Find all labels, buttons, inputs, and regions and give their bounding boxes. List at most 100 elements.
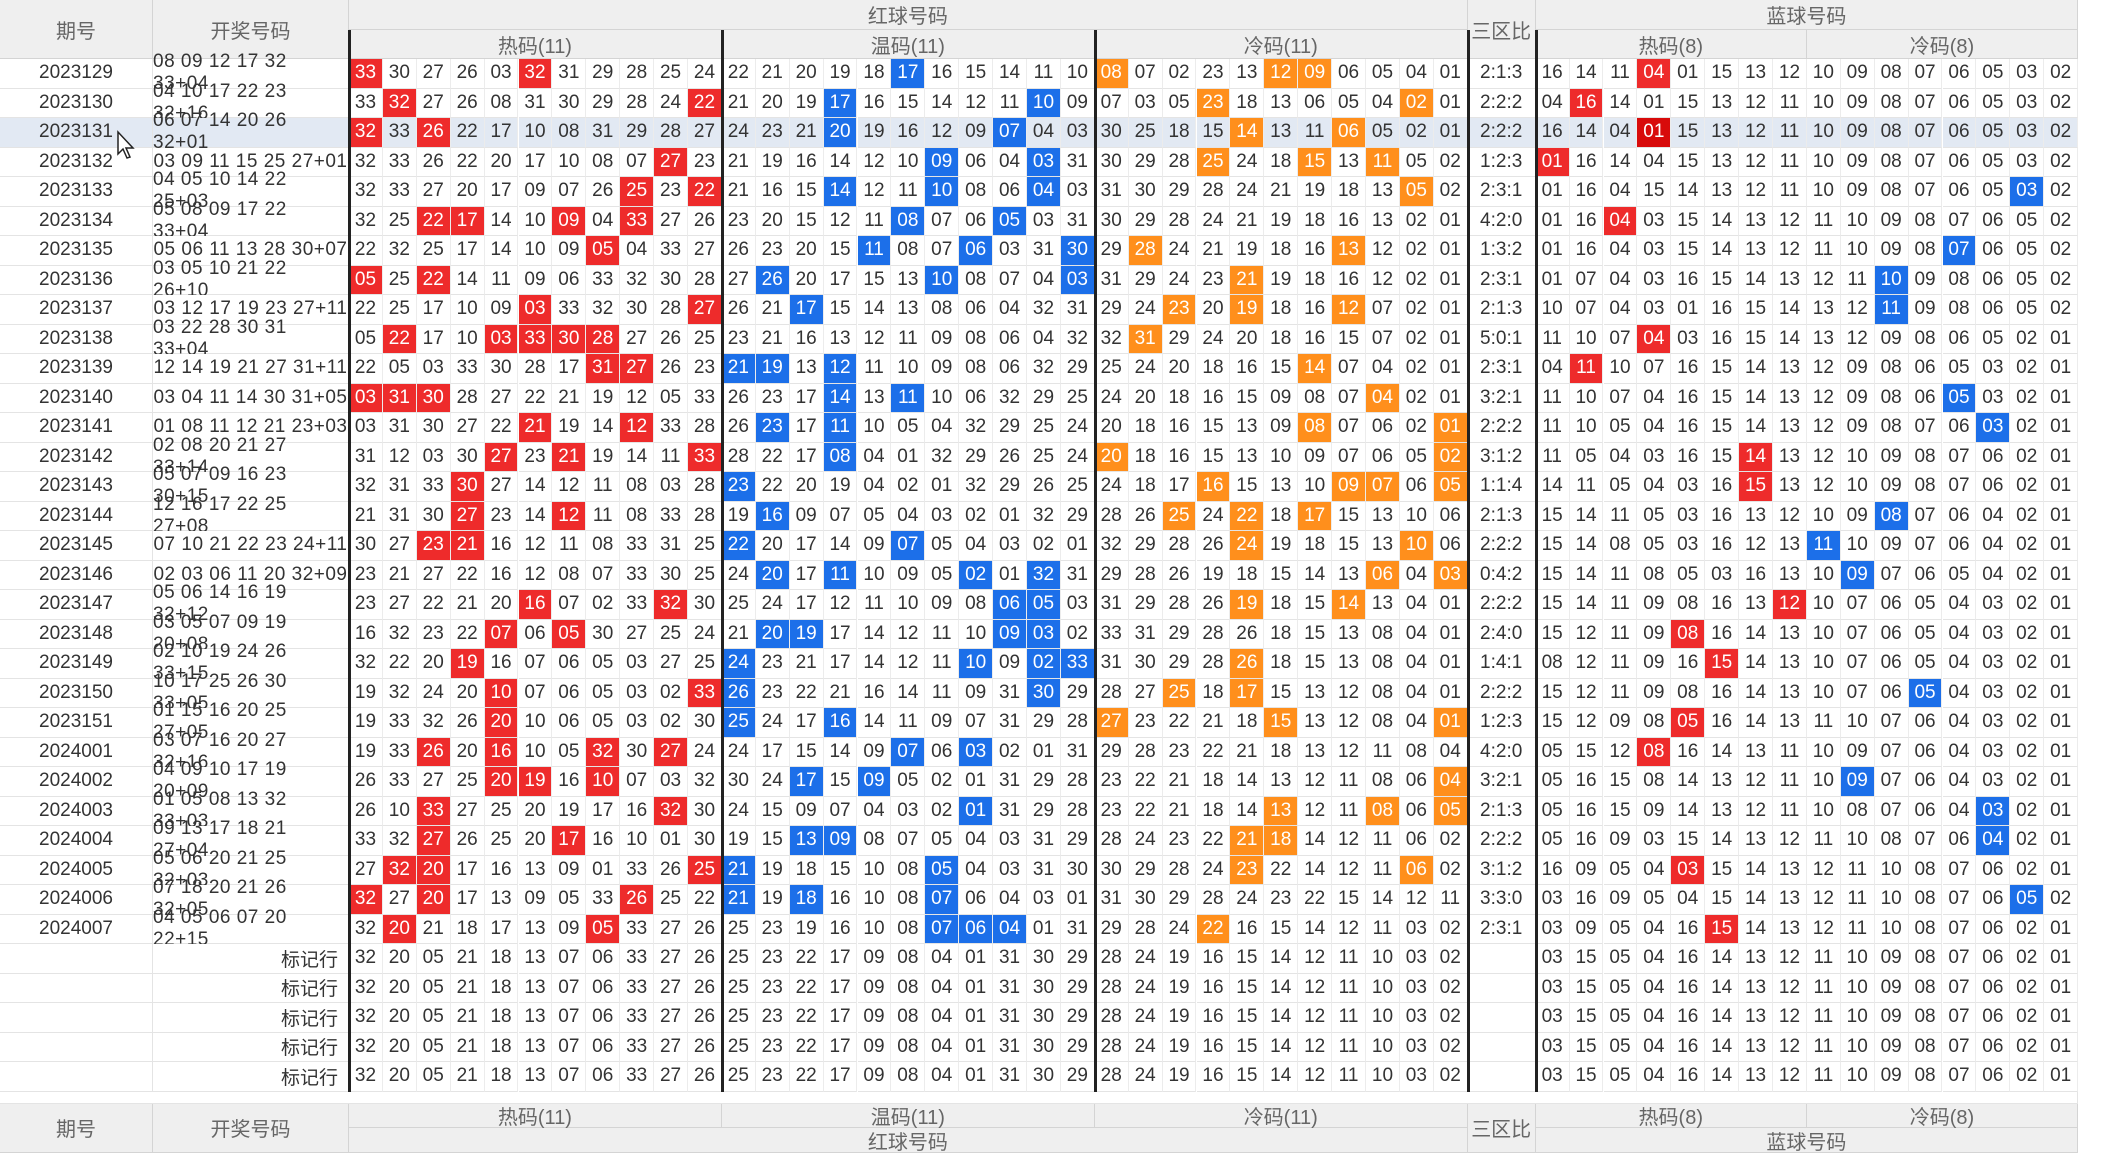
rows-cold-cell[interactable]: 01 (1433, 649, 1468, 679)
mark_rows-bhot-cell[interactable]: 14 (1705, 1003, 1740, 1033)
rows-bhot-cell[interactable]: 14 (1569, 501, 1604, 531)
rows-bhot-cell[interactable]: 08 (1671, 678, 1706, 708)
rows-warm-cell[interactable]: 06 (993, 590, 1027, 620)
rows-warm-cell[interactable]: 12 (823, 206, 858, 236)
rows-bhot-cell[interactable]: 01 (1671, 59, 1706, 89)
rows-bhot-cell[interactable]: 09 (1603, 885, 1638, 915)
rows-bcold-cell[interactable]: 08 (1908, 885, 1943, 915)
period-cell[interactable]: 2024006 (0, 885, 153, 915)
rows-hot-cell[interactable]: 14 (450, 265, 485, 295)
rows-bcold-cell[interactable]: 02 (2044, 118, 2079, 148)
rows-bcold-cell[interactable]: 08 (1942, 265, 1977, 295)
mark-row-label[interactable]: 标记行 (153, 1062, 349, 1092)
rows-bhot-cell[interactable]: 11 (1603, 560, 1638, 590)
mark_rows-cold-cell[interactable]: 11 (1332, 1003, 1366, 1033)
rows-warm-cell[interactable]: 13 (891, 295, 926, 325)
rows-cold-cell[interactable]: 29 (1128, 265, 1163, 295)
rows-bhot-cell[interactable]: 04 (1637, 472, 1672, 502)
rows-warm-cell[interactable]: 32 (1060, 324, 1095, 354)
rows-hot-cell[interactable]: 11 (484, 265, 519, 295)
rows-warm-cell[interactable]: 20 (789, 236, 824, 266)
rows-hot-cell[interactable]: 31 (382, 383, 417, 413)
rows-warm-cell[interactable]: 11 (823, 560, 858, 590)
rows-bcold-cell[interactable]: 06 (1976, 855, 2011, 885)
rows-cold-cell[interactable]: 15 (1196, 442, 1231, 472)
rows-cold-cell[interactable]: 22 (1128, 796, 1163, 826)
mark_rows-bhot-cell[interactable]: 04 (1637, 1032, 1672, 1062)
rows-bcold-cell[interactable]: 04 (1942, 590, 1977, 620)
rows-hot-cell[interactable]: 27 (654, 649, 688, 679)
rows-warm-cell[interactable]: 04 (993, 147, 1027, 177)
rows-hot-cell[interactable]: 26 (688, 206, 722, 236)
rows-bhot-cell[interactable]: 13 (1739, 501, 1773, 531)
rows-bcold-cell[interactable]: 06 (1976, 914, 2011, 944)
rows-bhot-cell[interactable]: 15 (1535, 708, 1570, 738)
rows-hot-cell[interactable]: 33 (620, 855, 655, 885)
mark_rows-warm-cell[interactable]: 29 (1060, 973, 1095, 1003)
mark_rows-cold-cell[interactable]: 14 (1264, 1032, 1299, 1062)
rows-bcold-cell[interactable]: 07 (1874, 560, 1909, 590)
rows-hot-cell[interactable]: 16 (552, 767, 587, 797)
rows-bcold-cell[interactable]: 04 (1976, 501, 2011, 531)
rows-hot-cell[interactable]: 31 (382, 472, 417, 502)
rows-hot-cell[interactable]: 31 (518, 88, 553, 118)
mark_rows-warm-cell[interactable]: 09 (857, 973, 892, 1003)
rows-warm-cell[interactable]: 06 (993, 177, 1027, 207)
period-cell[interactable]: 2023130 (0, 88, 153, 118)
mark_rows-hot-cell[interactable]: 05 (416, 944, 451, 974)
rows-hot-cell[interactable]: 19 (586, 442, 621, 472)
rows-warm-cell[interactable]: 11 (857, 354, 892, 384)
rows-bhot-cell[interactable]: 15 (1671, 206, 1706, 236)
mark_rows-bcold-cell[interactable]: 01 (2044, 1003, 2079, 1033)
mark_rows-bcold-cell[interactable]: 11 (1806, 1062, 1841, 1092)
rows-bhot-cell[interactable]: 14 (1739, 442, 1773, 472)
rows-hot-cell[interactable]: 27 (620, 324, 655, 354)
rows-bhot-cell[interactable]: 16 (1705, 678, 1740, 708)
rows-hot-cell[interactable]: 20 (484, 590, 519, 620)
rows-bcold-cell[interactable]: 02 (2010, 590, 2045, 620)
rows-cold-cell[interactable]: 19 (1230, 295, 1265, 325)
rows-bcold-cell[interactable]: 01 (2044, 619, 2079, 649)
rows-cold-cell[interactable]: 20 (1162, 354, 1197, 384)
rows-hot-cell[interactable]: 03 (654, 472, 688, 502)
rows-bcold-cell[interactable]: 04 (1942, 796, 1977, 826)
rows-cold-cell[interactable]: 08 (1366, 678, 1400, 708)
rows-cold-cell[interactable]: 07 (1332, 413, 1366, 443)
rows-bhot-cell[interactable]: 10 (1569, 413, 1604, 443)
rows-hot-cell[interactable]: 21 (518, 413, 553, 443)
rows-cold-cell[interactable]: 24 (1094, 383, 1129, 413)
rows-warm-cell[interactable]: 22 (755, 472, 790, 502)
rows-warm-cell[interactable]: 16 (925, 59, 960, 89)
rows-hot-cell[interactable]: 22 (688, 885, 722, 915)
rows-hot-cell[interactable]: 23 (484, 501, 519, 531)
rows-bcold-cell[interactable]: 08 (1908, 324, 1943, 354)
rows-bhot-cell[interactable]: 13 (1773, 708, 1807, 738)
footer-hot[interactable]: 热码(11) (349, 1103, 722, 1129)
mark_rows-bhot-cell[interactable]: 05 (1603, 1062, 1638, 1092)
rows-cold-cell[interactable]: 30 (1128, 885, 1163, 915)
rows-warm-cell[interactable]: 11 (857, 236, 892, 266)
rows-warm-cell[interactable]: 04 (993, 295, 1027, 325)
rows-cold-cell[interactable]: 25 (1196, 147, 1231, 177)
rows-hot-cell[interactable]: 27 (620, 619, 655, 649)
mark_rows-cold-cell[interactable]: 03 (1399, 944, 1434, 974)
rows-hot-cell[interactable]: 03 (349, 383, 383, 413)
rows-cold-cell[interactable]: 16 (1298, 324, 1333, 354)
rows-cold-cell[interactable]: 08 (1366, 649, 1400, 679)
period-cell[interactable]: 2023133 (0, 177, 153, 207)
rows-cold-cell[interactable]: 18 (1230, 88, 1265, 118)
rows-bcold-cell[interactable]: 12 (1806, 413, 1841, 443)
rows-bhot-cell[interactable]: 15 (1739, 324, 1773, 354)
rows-warm-cell[interactable]: 10 (857, 914, 892, 944)
rows-cold-cell[interactable]: 17 (1230, 678, 1265, 708)
rows-bcold-cell[interactable]: 08 (1942, 295, 1977, 325)
mark_rows-bhot-cell[interactable]: 16 (1671, 1032, 1706, 1062)
rows-cold-cell[interactable]: 23 (1196, 59, 1231, 89)
rows-warm-cell[interactable]: 08 (959, 354, 994, 384)
rows-hot-cell[interactable]: 24 (654, 88, 688, 118)
rows-hot-cell[interactable]: 02 (654, 678, 688, 708)
rows-bhot-cell[interactable]: 13 (1705, 796, 1740, 826)
rows-hot-cell[interactable]: 12 (518, 560, 553, 590)
rows-cold-cell[interactable]: 19 (1298, 177, 1333, 207)
rows-bhot-cell[interactable]: 09 (1637, 590, 1672, 620)
